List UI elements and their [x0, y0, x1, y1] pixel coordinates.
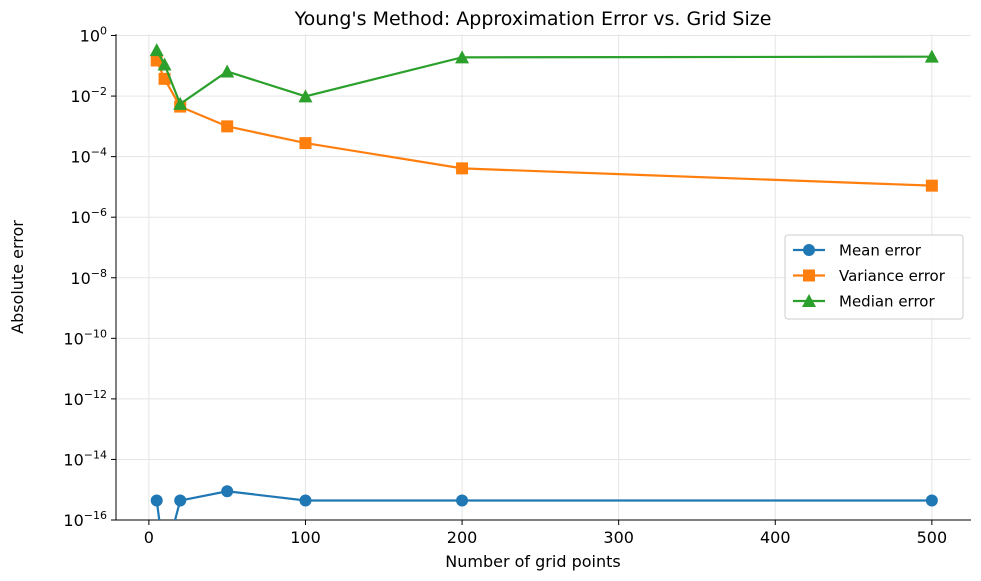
- y-tick-label: 10−12: [63, 388, 107, 409]
- y-ticks: 100 10−2 10−4 10−6 10−8 10−10 10−12 10−14 10−16: [63, 25, 116, 530]
- legend-label: Median error: [839, 293, 935, 311]
- axes: [115, 34, 971, 521]
- chart-title: Young's Method: Approximation Error vs. …: [294, 8, 772, 30]
- x-ticks: 0 100 200 300 400 500: [144, 520, 947, 547]
- y-tick-label: 10−2: [70, 85, 107, 106]
- data-point: [299, 137, 312, 150]
- data-point: [150, 494, 163, 507]
- x-tick-label: 100: [290, 528, 321, 547]
- data-point: [221, 120, 234, 133]
- series-variance-error: [150, 54, 938, 192]
- series-line: [155, 60, 932, 187]
- data-point: [456, 494, 469, 507]
- data-point: [157, 57, 172, 71]
- y-tick-label: 100: [80, 25, 107, 46]
- data-point: [158, 72, 171, 85]
- x-tick-label: 500: [917, 528, 948, 547]
- x-tick-label: 400: [760, 528, 791, 547]
- series-mean-error: [150, 485, 938, 520]
- data-point: [220, 64, 235, 78]
- data-point: [925, 494, 938, 507]
- data-point: [149, 43, 164, 57]
- y-tick-label: 10−8: [70, 267, 107, 288]
- legend-marker: [803, 244, 815, 256]
- data-point: [455, 50, 470, 64]
- x-axis-label: Number of grid points: [445, 552, 620, 571]
- y-tick-label: 10−16: [63, 509, 107, 530]
- data-point: [924, 49, 939, 63]
- series-line: [155, 490, 932, 520]
- y-axis-label: Absolute error: [8, 220, 27, 334]
- y-tick-label: 10−10: [63, 327, 107, 348]
- data-point: [456, 162, 469, 175]
- y-tick-label: 10−6: [70, 206, 107, 227]
- legend: Mean error Variance error Median error: [784, 234, 964, 320]
- y-tick-label: 10−4: [70, 146, 107, 167]
- x-tick-label: 0: [144, 528, 154, 547]
- legend-marker: [803, 269, 815, 282]
- data-point: [173, 96, 188, 110]
- data-point: [299, 494, 312, 507]
- series-median-error: [149, 43, 939, 110]
- series: [149, 43, 939, 520]
- y-tick-label: 10−14: [63, 448, 107, 469]
- data-point: [150, 54, 163, 67]
- legend-box: [784, 234, 964, 320]
- data-point: [174, 494, 187, 507]
- legend-marker: [802, 294, 816, 307]
- legend-label: Mean error: [839, 242, 922, 260]
- data-point: [221, 485, 234, 498]
- legend-label: Variance error: [839, 267, 946, 285]
- x-tick-label: 200: [447, 528, 478, 547]
- data-point: [925, 179, 938, 192]
- data-point: [298, 89, 313, 103]
- x-tick-label: 300: [603, 528, 634, 547]
